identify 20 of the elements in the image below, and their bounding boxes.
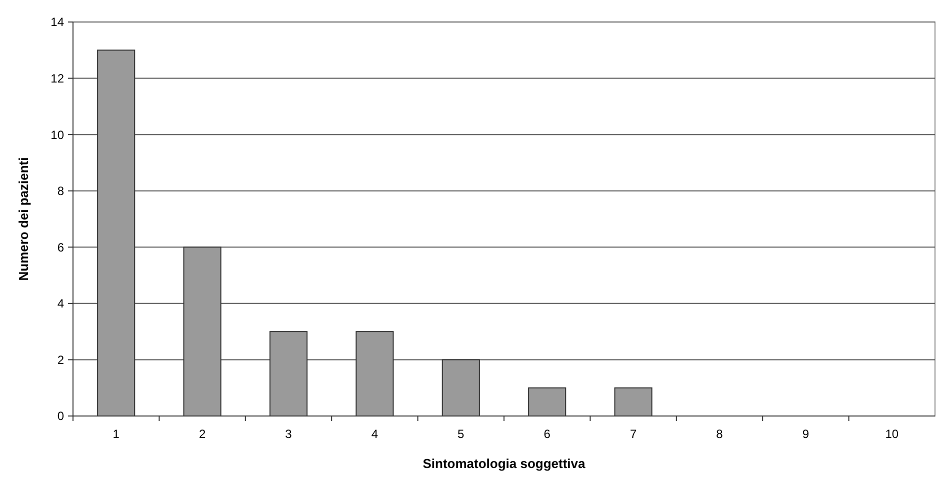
x-tick-label: 1 bbox=[112, 427, 120, 441]
y-axis-title: Numero dei pazienti bbox=[16, 157, 31, 281]
x-tick-label: 7 bbox=[630, 427, 637, 441]
x-axis-title: Sintomatologia soggettiva bbox=[422, 456, 586, 471]
x-tick-label: 4 bbox=[371, 427, 378, 441]
x-tick-label: 10 bbox=[885, 427, 899, 441]
y-tick-label: 14 bbox=[50, 15, 64, 30]
x-tick-label: 3 bbox=[285, 427, 292, 441]
y-tick-label: 12 bbox=[50, 71, 64, 86]
y-tick-label: 8 bbox=[57, 184, 64, 198]
x-tick-label: 6 bbox=[544, 427, 551, 441]
y-tick-label: 4 bbox=[57, 296, 64, 311]
y-tick-label: 2 bbox=[57, 352, 64, 367]
y-tick-label: 6 bbox=[57, 240, 64, 254]
y-tick-label: 0 bbox=[57, 409, 64, 424]
x-tick-label: 2 bbox=[198, 427, 206, 441]
x-tick-label: 5 bbox=[458, 427, 465, 441]
x-tick-label: 9 bbox=[802, 427, 810, 441]
x-tick-label: 8 bbox=[716, 427, 724, 441]
y-tick-label: 10 bbox=[50, 128, 64, 142]
